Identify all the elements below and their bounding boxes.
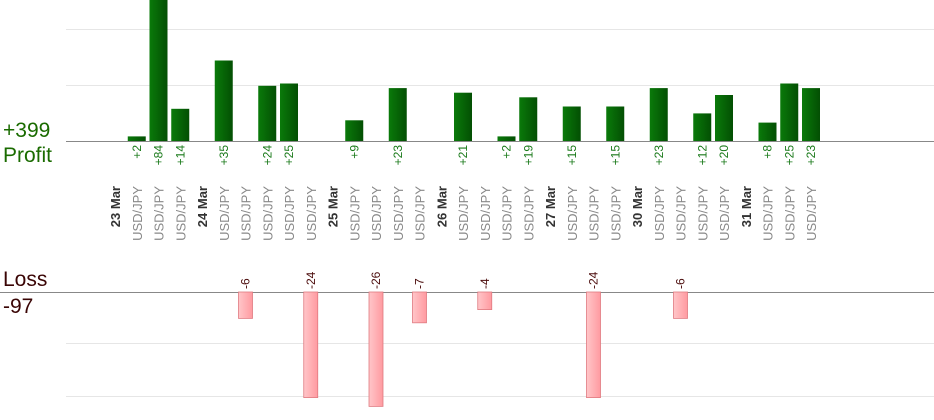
pair-label: USD/JPY [717,186,732,241]
loss-value-label: -4 [478,278,492,289]
profit-value-label: +23 [652,145,666,166]
profit-bar [715,95,733,141]
profit-total: +399 [3,119,51,142]
profit-value-label: +25 [282,145,296,166]
loss-label: Loss [3,268,48,291]
pair-label: USD/JPY [391,186,406,241]
chart-marks: 23 Mar USD/JPY +2 USD/JPY +84 USD/JPY +14 24 Ma… [108,0,820,407]
profit-bar [758,122,777,141]
profit-bar [802,88,820,141]
date-label: 27 Mar [543,186,558,227]
profit-bar [149,0,168,141]
profit-value-label: +2 [130,145,144,159]
loss-bar [238,291,253,319]
pair-label: USD/JPY [413,186,428,241]
pair-label: USD/JPY [173,186,188,241]
date-label: 24 Mar [195,186,210,227]
pair-label: USD/JPY [608,186,623,241]
loss-value-label: -24 [587,271,601,289]
date-label: 25 Mar [326,186,341,227]
pair-label: USD/JPY [587,186,602,241]
profit-bar [214,60,233,141]
profit-bar [649,88,668,141]
date-label: 31 Mar [739,186,754,227]
loss-value-label: -7 [413,278,427,289]
loss-bar [303,291,319,398]
loss-value-label: -6 [239,278,253,289]
profit-bar [693,113,712,141]
pair-label: USD/JPY [456,186,471,241]
profit-bar [345,120,364,141]
pair-label: USD/JPY [761,186,776,241]
pair-label: USD/JPY [130,186,145,241]
profit-value-label: +25 [782,145,796,166]
loss-bar [477,291,493,311]
profit-bar [280,83,298,141]
profit-value-label: +15 [565,145,579,166]
pair-label: USD/JPY [652,186,667,241]
profit-value-label: +20 [717,145,731,166]
profit-bar [780,83,799,141]
pair-label: USD/JPY [282,186,297,241]
profit-value-label: +8 [761,145,775,159]
date-label: 26 Mar [434,186,449,227]
pair-label: USD/JPY [804,186,819,241]
pair-label: USD/JPY [304,186,319,241]
profit-value-label: +12 [695,145,709,166]
profit-value-label: +23 [391,145,405,166]
profit-bar [519,97,538,141]
profit-value-label: +23 [804,145,818,166]
profit-value-label: +35 [217,145,231,166]
profit-bar [258,85,277,141]
pair-label: USD/JPY [347,186,362,241]
pair-label: USD/JPY [500,186,515,241]
pair-label: USD/JPY [369,186,384,241]
pair-label: USD/JPY [521,186,536,241]
pair-label: USD/JPY [239,186,254,241]
loss-value-label: -26 [369,271,383,289]
loss-value-label: -24 [304,271,318,289]
profit-value-label: +19 [521,145,535,166]
pair-label: USD/JPY [565,186,580,241]
date-label: 23 Mar [108,186,123,227]
profit-bar [562,106,581,141]
profit-bar [388,88,407,141]
profit-value-label: +24 [260,145,274,166]
profit-value-label: +84 [152,145,166,166]
profit-value-label: +21 [456,145,470,166]
date-label: 30 Mar [630,186,645,227]
pair-label: USD/JPY [260,186,275,241]
pair-label: USD/JPY [674,186,689,241]
profit-bar [606,106,625,141]
pair-label: USD/JPY [695,186,710,241]
loss-value-label: -6 [674,278,688,289]
profit-value-label: +2 [500,145,514,159]
profit-value-label: +9 [347,145,361,159]
pair-label: USD/JPY [152,186,167,241]
profit-bar [171,108,190,141]
loss-bar [673,291,688,319]
baselines [0,141,934,293]
profit-bar [497,136,516,141]
loss-total: -97 [3,295,34,318]
profit-bar [454,92,472,141]
profit-bar [127,136,146,141]
loss-bar [586,291,601,398]
profit-value-label: +15 [608,145,622,166]
pair-label: USD/JPY [782,186,797,241]
loss-bar [412,291,427,324]
loss-bar [368,291,384,407]
pair-label: USD/JPY [217,186,232,241]
profit-value-label: +14 [173,145,187,166]
pair-label: USD/JPY [478,186,493,241]
profit-label: Profit [3,144,53,167]
